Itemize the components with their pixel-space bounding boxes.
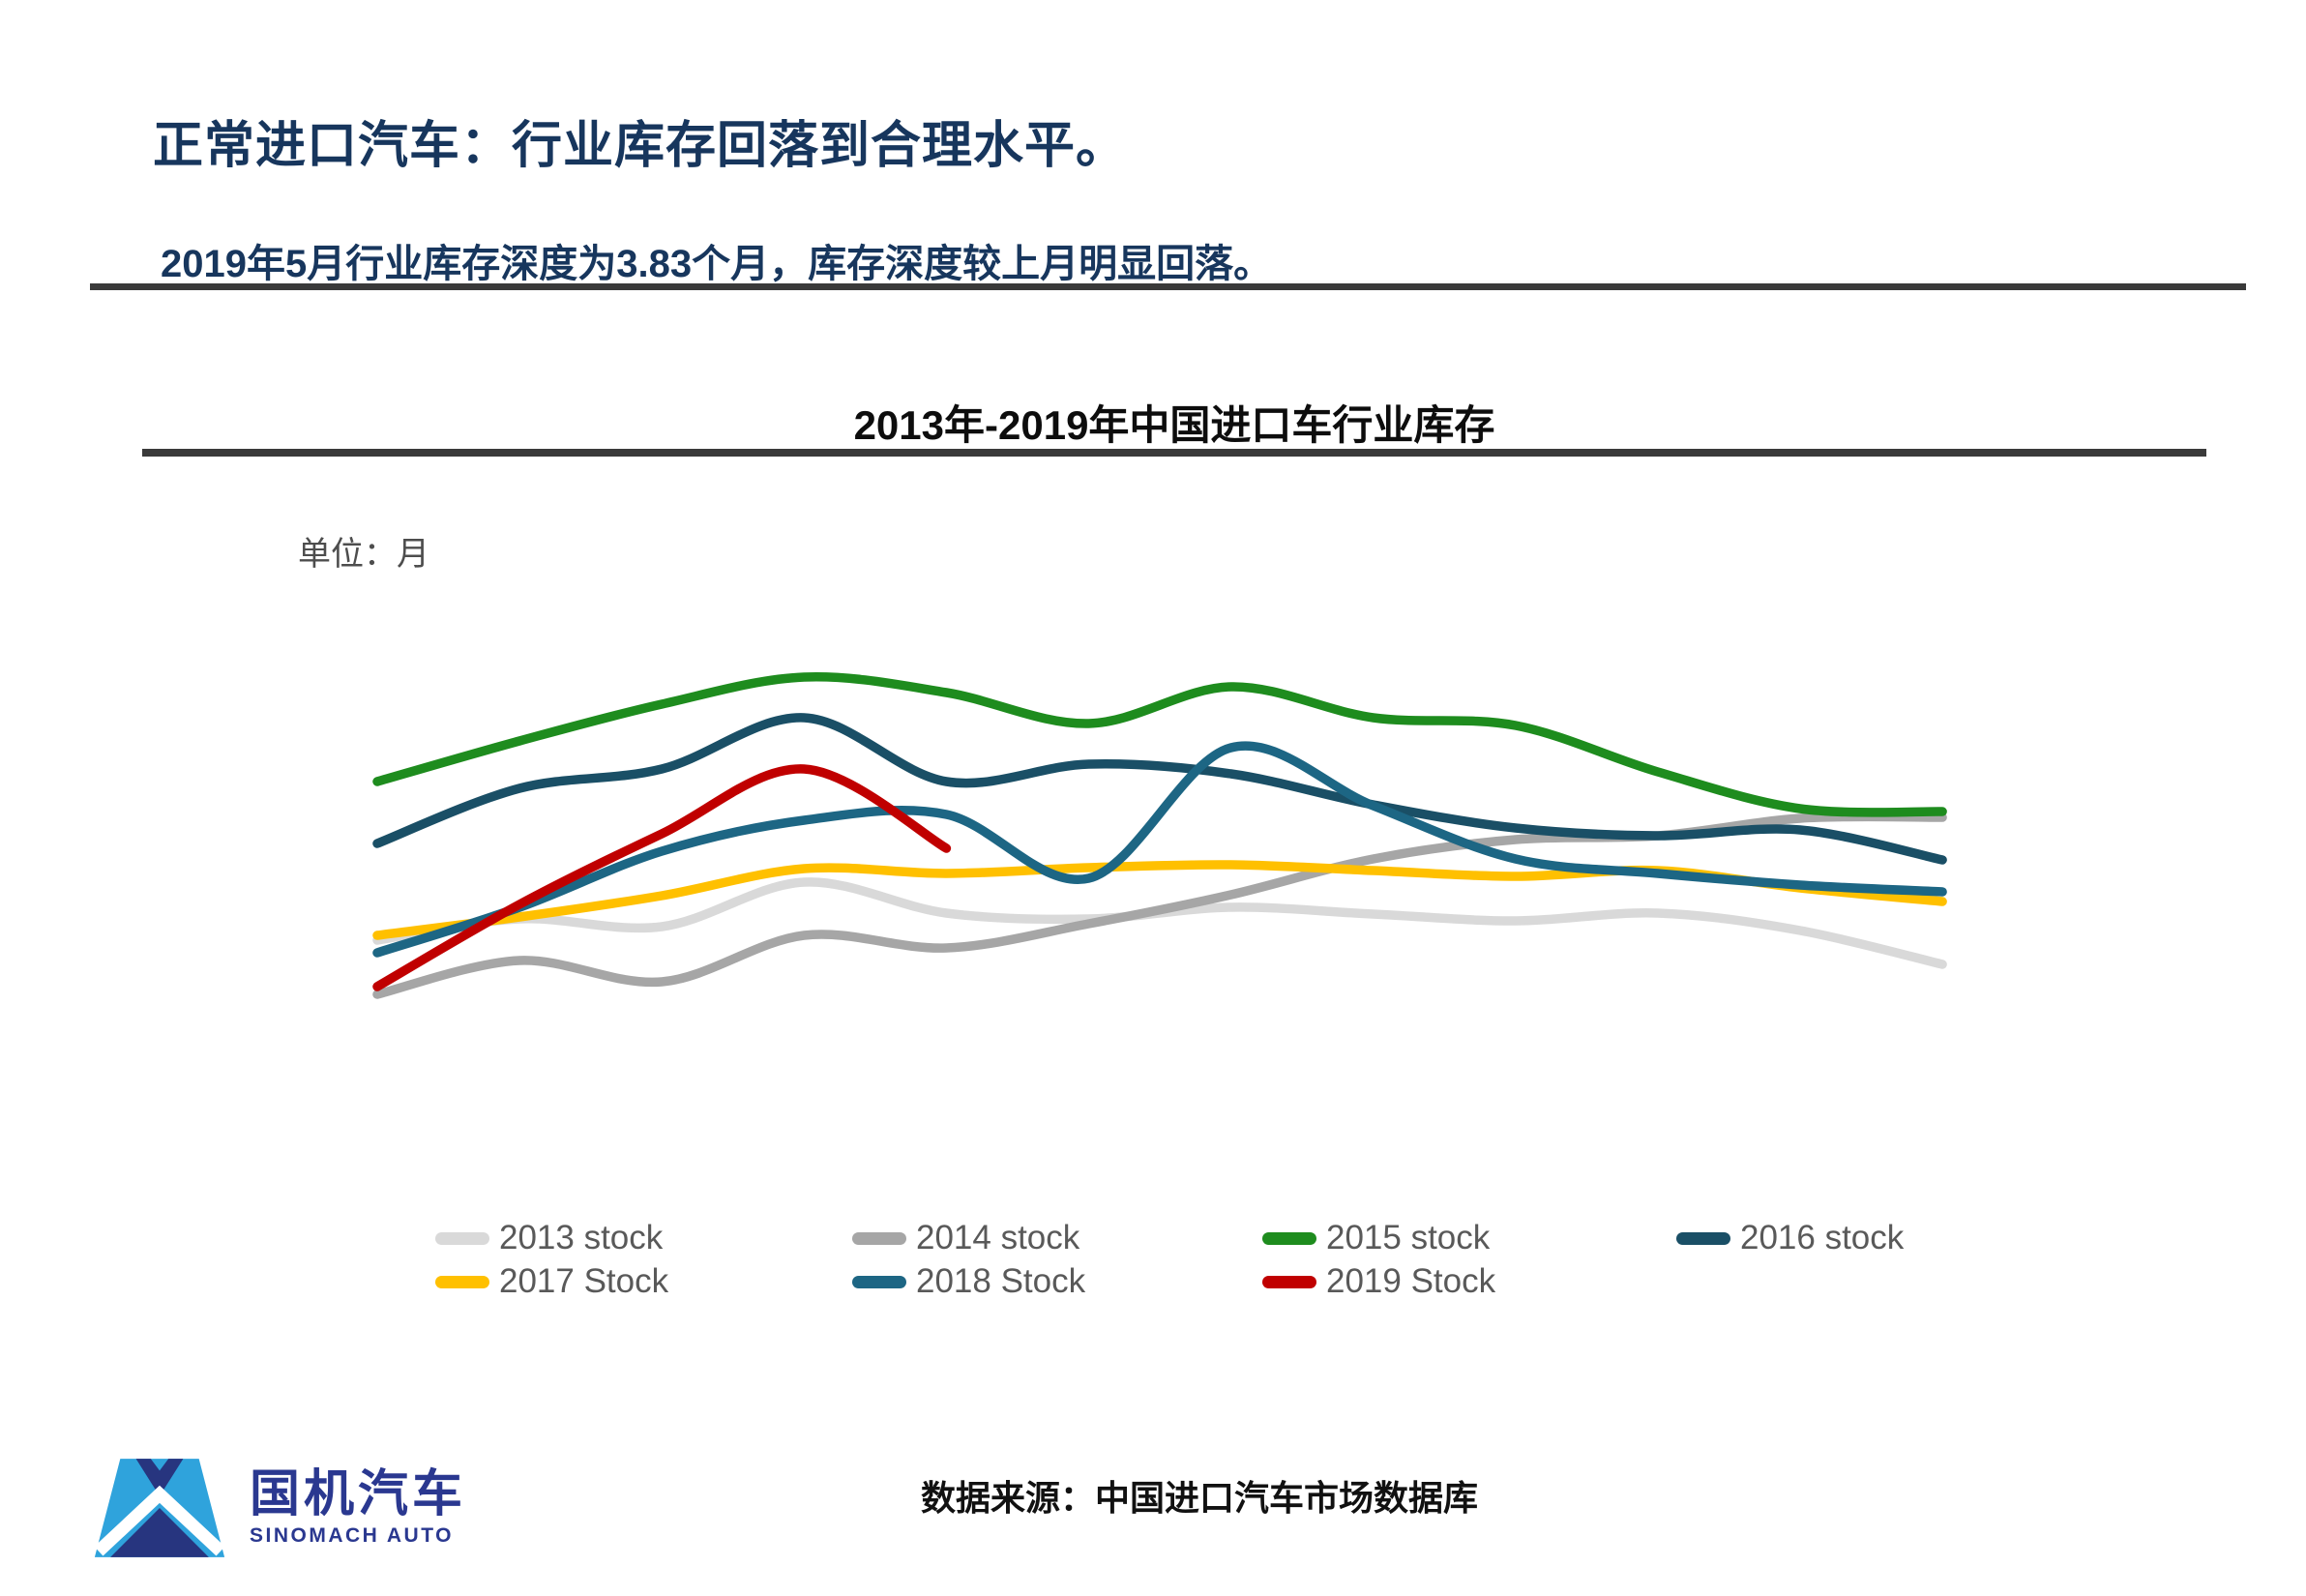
legend-swatch-2015 — [1262, 1231, 1316, 1245]
sinomach-mountain-logo-icon — [94, 1459, 225, 1557]
series-line-2019 — [372, 764, 952, 991]
legend-label-2016: 2016 stock — [1740, 1219, 1905, 1256]
page-title: 正常进口汽车：行业库存回落到合理水平。 — [153, 118, 1128, 174]
chart-legend-row-2: 2017 Stock 2018 Stock 2019 Stock — [0, 1257, 2306, 1306]
chart-title: 2013年-2019年中国进口车行业库存 — [853, 402, 1495, 448]
legend-swatch-2016 — [1676, 1231, 1730, 1245]
legend-label-2018: 2018 Stock — [916, 1262, 1086, 1300]
chart-legend-row-1: 2013 stock 2014 stock 2015 stock 2016 stock — [0, 1214, 2306, 1262]
logo-text-cn: 国机汽车 — [250, 1465, 467, 1522]
series-line-2018 — [372, 741, 1947, 958]
legend-item-2016: 2016 stock — [1676, 1214, 1904, 1262]
legend-item-2019: 2019 Stock — [1262, 1257, 1495, 1306]
series-line-2013 — [372, 877, 1947, 969]
legend-item-2017: 2017 Stock — [435, 1257, 668, 1306]
legend-label-2019: 2019 Stock — [1326, 1262, 1496, 1300]
chart-unit-label: 单位：月 — [298, 537, 429, 573]
legend-swatch-2019 — [1262, 1275, 1316, 1288]
legend-label-2015: 2015 stock — [1326, 1219, 1491, 1256]
series-line-2016 — [372, 713, 1947, 865]
legend-label-2013: 2013 stock — [499, 1219, 664, 1256]
series-line-2015 — [372, 671, 1947, 817]
legend-label-2017: 2017 Stock — [499, 1262, 669, 1300]
logo-text-en: SINOMACH AUTO — [250, 1524, 454, 1548]
divider-under-subtitle — [90, 283, 2246, 290]
legend-swatch-2018 — [852, 1275, 906, 1288]
legend-item-2013: 2013 stock — [435, 1214, 663, 1262]
sinomach-logo: 国机汽车 SINOMACH AUTO — [87, 1449, 466, 1567]
legend-label-2014: 2014 stock — [916, 1219, 1080, 1256]
divider-under-chart-title — [142, 449, 2206, 457]
legend-swatch-2014 — [852, 1231, 906, 1245]
data-source-note: 数据来源：中国进口汽车市场数据库 — [920, 1478, 1479, 1518]
page-subtitle: 2019年5月行业库存深度为3.83个月，库存深度较上月明显回落。 — [161, 243, 1273, 285]
legend-item-2018: 2018 Stock — [852, 1257, 1085, 1306]
legend-item-2014: 2014 stock — [852, 1214, 1079, 1262]
legend-item-2015: 2015 stock — [1262, 1214, 1490, 1262]
legend-swatch-2017 — [435, 1275, 489, 1288]
legend-swatch-2013 — [435, 1231, 489, 1245]
